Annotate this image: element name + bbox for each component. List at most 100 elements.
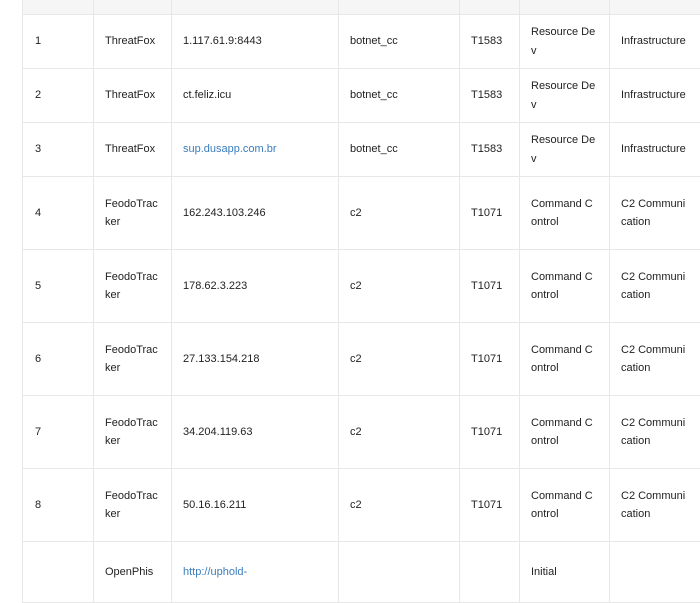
row-number-cell: 6 — [23, 323, 94, 396]
indicator-cell: 27.133.154.218 — [172, 323, 339, 396]
technique-cell — [460, 542, 520, 603]
indicator-text: 162.243.103.246 — [183, 207, 266, 219]
source-cell: FeodoTracker — [94, 469, 172, 542]
technique-text: T1071 — [471, 280, 502, 292]
source-cell: ThreatFox — [94, 123, 172, 177]
indicator-text: ct.feliz.icu — [183, 89, 231, 101]
type-cell: c2 — [339, 469, 460, 542]
type-text: c2 — [350, 280, 362, 292]
type-cell: c2 — [339, 177, 460, 250]
technique-cell: T1583 — [460, 123, 520, 177]
type-cell: c2 — [339, 323, 460, 396]
type-text: c2 — [350, 353, 362, 365]
table-row[interactable]: 7 FeodoTracker 34.204.119.63 c2 T1071 Command… — [23, 396, 700, 469]
header-cell — [23, 0, 94, 15]
row-number-text: 4 — [35, 207, 41, 219]
indicator-text: 50.16.16.211 — [183, 499, 246, 511]
technique-text: T1583 — [471, 89, 502, 101]
indicator-text: 178.62.3.223 — [183, 280, 247, 292]
row-number-cell: 8 — [23, 469, 94, 542]
category-cell: C2 Communication — [610, 250, 700, 323]
row-number-cell — [23, 542, 94, 603]
type-cell: c2 — [339, 396, 460, 469]
indicator-cell: 34.204.119.63 — [172, 396, 339, 469]
row-number-text: 1 — [35, 35, 41, 47]
tactic-text: Resource Dev — [531, 80, 595, 111]
tactic-cell: Initial — [520, 542, 610, 603]
row-number-text: 6 — [35, 353, 41, 365]
row-number-cell: 4 — [23, 177, 94, 250]
tactic-cell: Resource Dev — [520, 123, 610, 177]
row-number-text: 8 — [35, 499, 41, 511]
indicator-table-container: 1 ThreatFox 1.117.61.9:8443 botnet_cc T1583 R… — [22, 0, 674, 603]
source-cell: FeodoTracker — [94, 250, 172, 323]
tactic-text: Command Control — [531, 344, 593, 375]
indicator-cell[interactable]: sup.dusapp.com.br — [172, 123, 339, 177]
technique-text: T1071 — [471, 353, 502, 365]
category-text: C2 Communication — [621, 490, 685, 521]
source-text: ThreatFox — [105, 35, 155, 47]
row-number-text: 3 — [35, 143, 41, 155]
indicator-cell: 162.243.103.246 — [172, 177, 339, 250]
indicator-text: 1.117.61.9:8443 — [183, 35, 262, 47]
table-header-row — [23, 0, 700, 15]
tactic-text: Command Control — [531, 417, 593, 448]
category-text: C2 Communication — [621, 344, 685, 375]
source-text: FeodoTracker — [105, 198, 158, 229]
technique-cell: T1071 — [460, 396, 520, 469]
tactic-cell: Command Control — [520, 177, 610, 250]
header-cell — [94, 0, 172, 15]
source-text: FeodoTracker — [105, 417, 158, 448]
type-text: botnet_cc — [350, 143, 398, 155]
technique-cell: T1583 — [460, 69, 520, 123]
category-text: C2 Communication — [621, 271, 685, 302]
type-cell: c2 — [339, 250, 460, 323]
tactic-text: Command Control — [531, 198, 593, 229]
type-text: c2 — [350, 426, 362, 438]
source-text: ThreatFox — [105, 89, 155, 101]
technique-text: T1583 — [471, 143, 502, 155]
source-cell: ThreatFox — [94, 69, 172, 123]
tactic-text: Resource Dev — [531, 134, 595, 165]
indicator-table-body: 1 ThreatFox 1.117.61.9:8443 botnet_cc T1583 R… — [23, 0, 700, 603]
indicator-cell: 50.16.16.211 — [172, 469, 339, 542]
table-row[interactable]: 2 ThreatFox ct.feliz.icu botnet_cc T1583 Reso… — [23, 69, 700, 123]
header-cell — [339, 0, 460, 15]
category-text: Infrastructure — [621, 89, 686, 101]
tactic-cell: Resource Dev — [520, 15, 610, 69]
table-row[interactable]: 3 ThreatFox sup.dusapp.com.br botnet_cc T158… — [23, 123, 700, 177]
row-number-cell: 7 — [23, 396, 94, 469]
technique-text: T1583 — [471, 35, 502, 47]
row-number-text: 2 — [35, 89, 41, 101]
tactic-text: Command Control — [531, 271, 593, 302]
category-cell: Infrastructure — [610, 15, 700, 69]
technique-text: T1071 — [471, 499, 502, 511]
type-text: c2 — [350, 207, 362, 219]
indicator-link[interactable]: sup.dusapp.com.br — [183, 143, 277, 155]
row-number-text: 5 — [35, 280, 41, 292]
tactic-text: Initial — [531, 566, 557, 578]
category-cell: Infrastructure — [610, 123, 700, 177]
type-cell — [339, 542, 460, 603]
indicator-cell[interactable]: http://uphold- — [172, 542, 339, 603]
technique-cell: T1071 — [460, 250, 520, 323]
table-row[interactable]: 5 FeodoTracker 178.62.3.223 c2 T1071 Command … — [23, 250, 700, 323]
technique-cell: T1071 — [460, 323, 520, 396]
row-number-text: 7 — [35, 426, 41, 438]
indicator-cell: 1.117.61.9:8443 — [172, 15, 339, 69]
row-number-cell: 5 — [23, 250, 94, 323]
indicator-link[interactable]: http://uphold- — [183, 566, 247, 578]
indicator-cell: ct.feliz.icu — [172, 69, 339, 123]
type-cell: botnet_cc — [339, 123, 460, 177]
technique-text: T1071 — [471, 426, 502, 438]
category-cell — [610, 542, 700, 603]
category-cell: Infrastructure — [610, 69, 700, 123]
source-text: FeodoTracker — [105, 490, 158, 521]
type-text: botnet_cc — [350, 89, 398, 101]
header-cell — [520, 0, 610, 15]
